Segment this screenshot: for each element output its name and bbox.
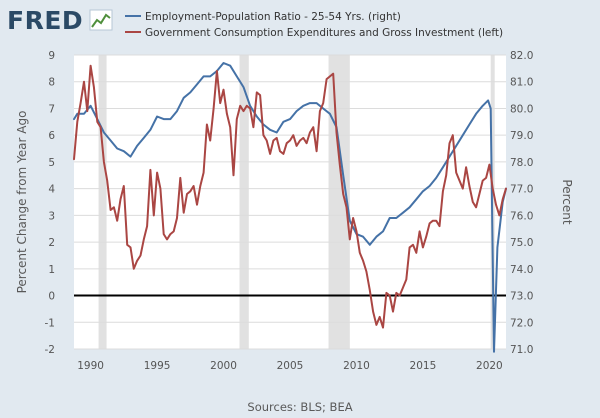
right-tick-label: 73.0 [510,291,533,303]
fred-logo[interactable]: FRED [7,6,113,35]
right-tick-label: 81.0 [510,77,533,89]
left-tick-label: 1 [48,264,55,276]
right-tick-label: 71.0 [510,344,533,356]
right-tick-label: 72.0 [510,317,533,329]
x-tick-label: 2010 [343,360,370,372]
x-axis-ticks: 1990 1995 2000 2005 2010 2015 2020 [77,360,503,372]
left-tick-label: 0 [48,291,55,303]
left-tick-label: 8 [48,77,55,89]
x-tick-label: 2005 [277,360,304,372]
right-tick-label: 80.0 [510,103,533,115]
legend: Employment-Population Ratio - 25-54 Yrs.… [125,11,503,39]
left-tick-label: 5 [48,157,55,169]
fred-logo-text: FRED [7,6,83,35]
left-axis-ticks: -2 -1 0 1 2 3 4 5 6 7 8 9 [45,50,56,356]
recession-band [239,55,249,349]
left-tick-label: 2 [48,237,55,249]
right-tick-label: 74.0 [510,264,533,276]
right-tick-label: 77.0 [510,184,533,196]
right-tick-label: 75.0 [510,237,533,249]
right-tick-label: 78.0 [510,157,533,169]
recession-band [98,55,107,349]
x-tick-label: 2000 [210,360,237,372]
series-layer [73,62,507,353]
right-axis-title: Percent [560,179,574,224]
x-tick-label: 2020 [476,360,503,372]
left-tick-label: -1 [45,317,55,329]
right-tick-label: 79.0 [510,130,533,142]
plot-area [74,55,506,349]
left-tick-label: 4 [48,184,55,196]
legend-item-government[interactable]: Government Consumption Expenditures and … [125,27,503,39]
left-tick-label: 3 [48,210,55,222]
legend-label-government: Government Consumption Expenditures and … [145,27,503,39]
left-tick-label: 9 [48,50,55,62]
left-tick-label: -2 [45,344,55,356]
source-note: Sources: BLS; BEA [247,400,352,414]
right-axis-ticks: 71.0 72.0 73.0 74.0 75.0 76.0 77.0 78.0 79.0 80.0… [510,50,533,356]
x-tick-label: 1995 [144,360,171,372]
series-line-government [73,64,507,329]
x-tick-label: 1990 [77,360,104,372]
left-tick-label: 6 [48,130,55,142]
recession-band [328,55,350,349]
left-axis-title: Percent Change from Year Ago [15,111,29,294]
legend-label-employment: Employment-Population Ratio - 25-54 Yrs.… [145,11,401,23]
left-tick-label: 7 [48,103,55,115]
legend-item-employment[interactable]: Employment-Population Ratio - 25-54 Yrs.… [125,11,401,23]
x-tick-label: 2015 [410,360,437,372]
line-chart-icon [89,9,113,31]
right-tick-label: 76.0 [510,210,533,222]
right-tick-label: 82.0 [510,50,533,62]
